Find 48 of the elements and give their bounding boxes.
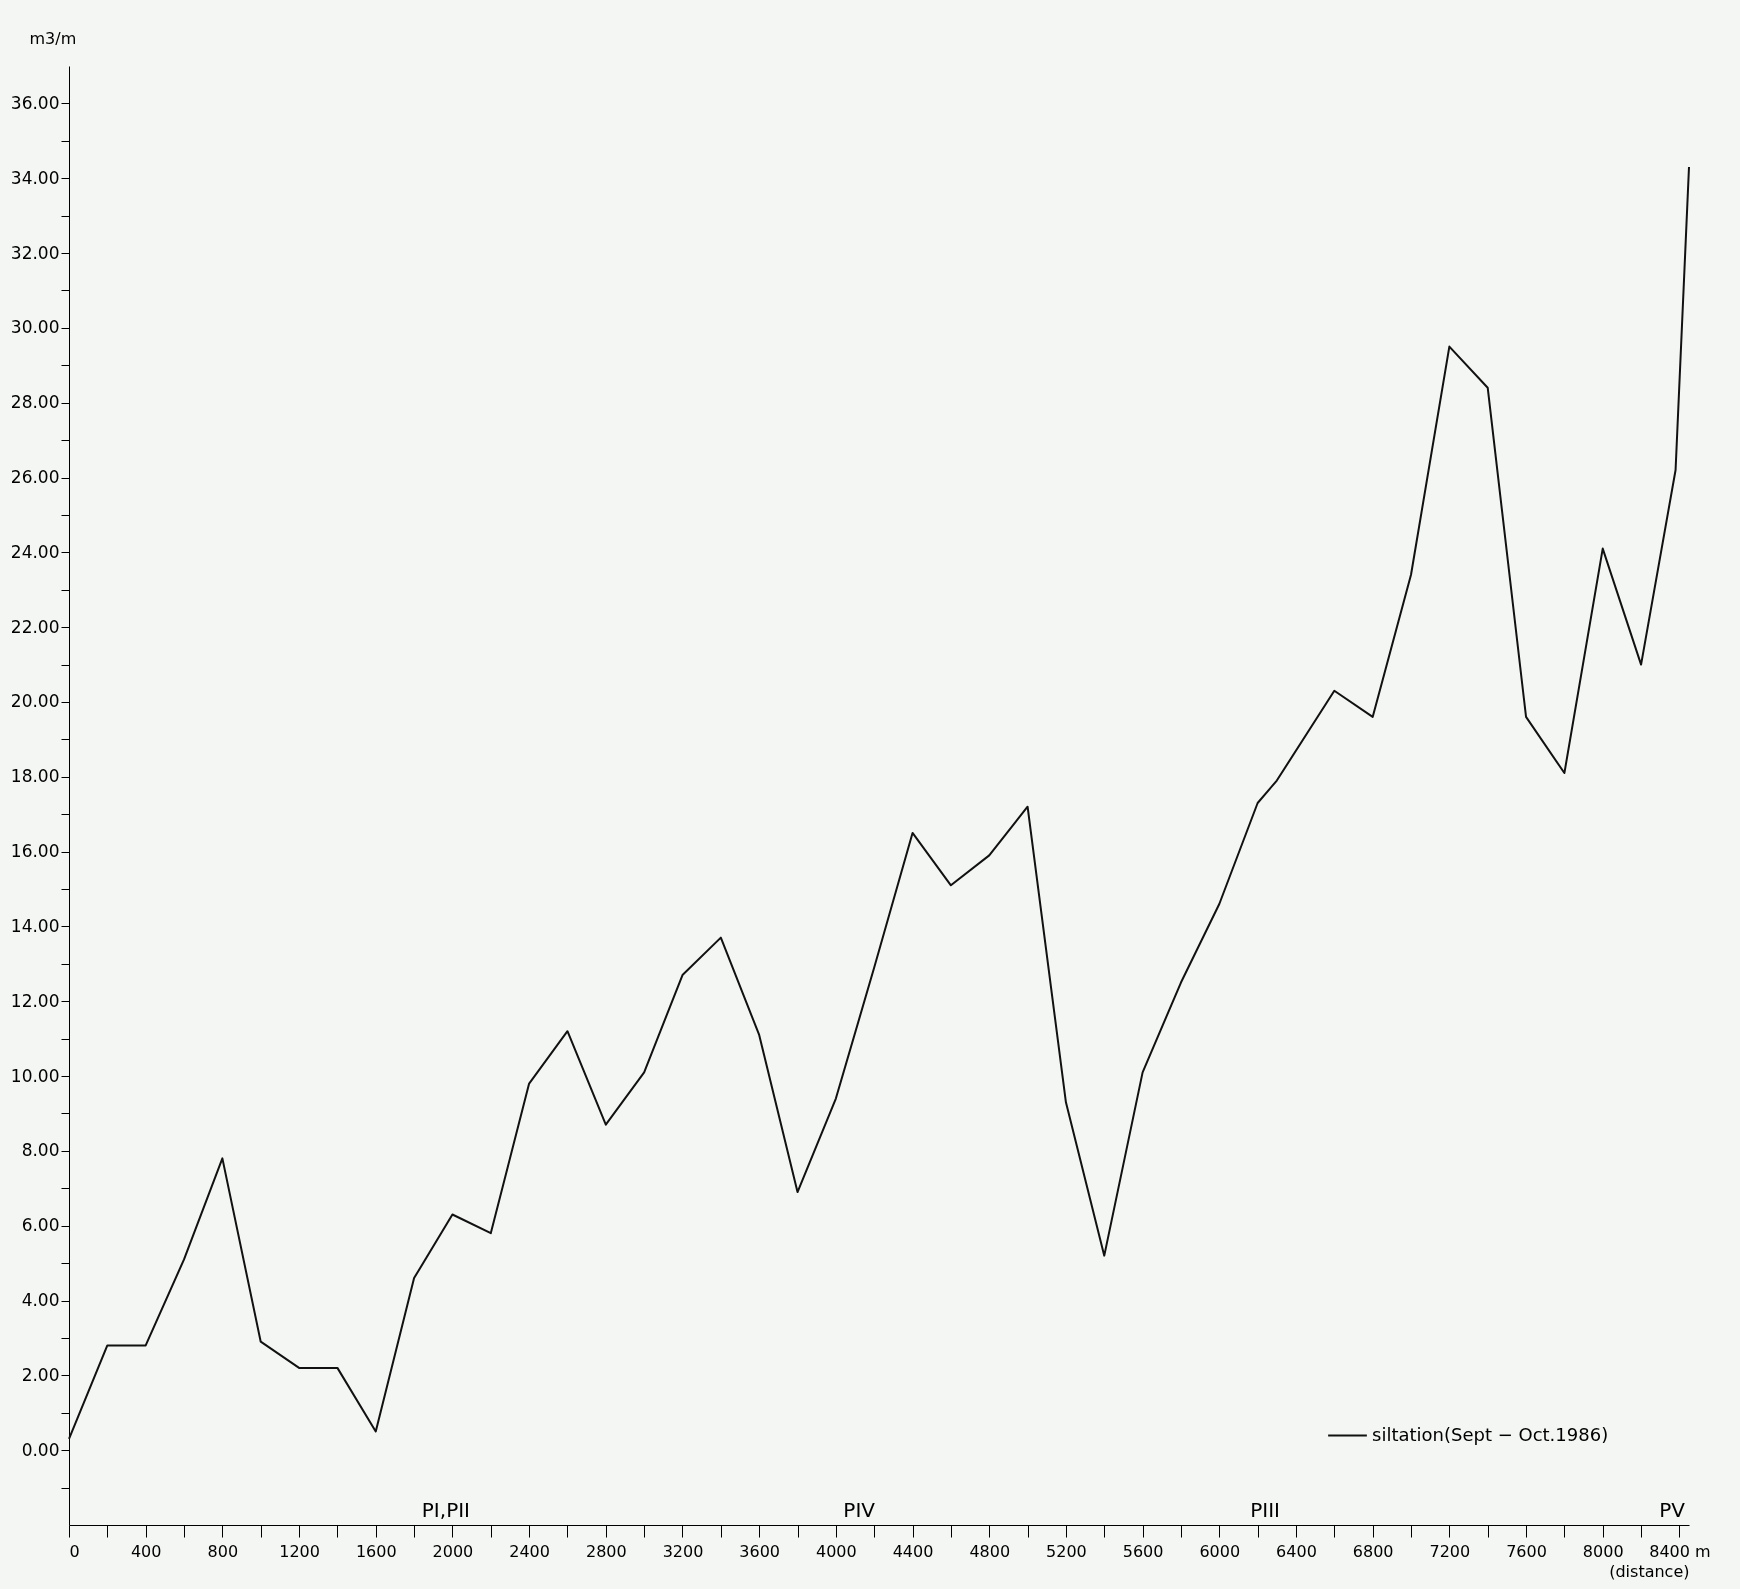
x-tick-label: 4400 xyxy=(892,1541,934,1561)
x-tick-label: 1200 xyxy=(279,1541,320,1561)
x-tick-label: 2000 xyxy=(432,1541,474,1561)
y-tick-label: 14.00 xyxy=(10,915,60,936)
x-tick-label: 2400 xyxy=(509,1541,550,1561)
annotation: PIV xyxy=(843,1498,876,1522)
y-tick-label: 0.00 xyxy=(21,1439,60,1460)
y-tick-label: 34.00 xyxy=(10,167,60,188)
y-tick-label: 16.00 xyxy=(10,841,60,862)
y-tick-label: 32.00 xyxy=(10,242,60,263)
x-tick-label: 5200 xyxy=(1046,1541,1087,1561)
x-tick-label: 8000 xyxy=(1582,1541,1624,1561)
x-axis-title: (distance) xyxy=(1609,1561,1690,1581)
x-tick-label: 7200 xyxy=(1429,1541,1471,1561)
y-tick-label: 10.00 xyxy=(10,1065,60,1086)
annotation: PIII xyxy=(1250,1498,1280,1522)
annotation: PI,PII xyxy=(421,1498,470,1522)
y-tick-label: 8.00 xyxy=(21,1140,60,1161)
x-tick-label: 400 xyxy=(130,1541,162,1561)
y-tick-label: 26.00 xyxy=(10,467,60,488)
y-tick-label: 20.00 xyxy=(10,691,60,712)
x-tick-label: 6400 xyxy=(1276,1541,1317,1561)
y-tick-label: 22.00 xyxy=(10,616,60,637)
x-tick-label: 7600 xyxy=(1506,1541,1547,1561)
y-tick-label: 28.00 xyxy=(10,392,60,413)
x-tick-label: 5600 xyxy=(1122,1541,1164,1561)
annotation: PV xyxy=(1659,1498,1686,1522)
x-tick-label: 8400 m xyxy=(1649,1541,1711,1561)
x-tick-label: 6000 xyxy=(1199,1541,1241,1561)
x-tick-label: 3600 xyxy=(739,1541,781,1561)
x-tick-label: 1600 xyxy=(355,1541,397,1561)
x-tick-label: 4800 xyxy=(969,1541,1011,1561)
x-tick-label: 6800 xyxy=(1352,1541,1394,1561)
y-tick-label: 2.00 xyxy=(21,1364,60,1385)
legend-label: siltation(Sept − Oct.1986) xyxy=(1372,1423,1609,1445)
x-tick-label: 2800 xyxy=(585,1541,627,1561)
y-tick-label: 4.00 xyxy=(21,1290,60,1311)
x-tick-label: 0 xyxy=(69,1541,80,1561)
y-tick-label: 18.00 xyxy=(10,766,60,787)
y-tick-label: 24.00 xyxy=(10,541,60,562)
y-tick-label: 12.00 xyxy=(10,990,60,1011)
y-tick-label: 36.00 xyxy=(10,92,60,113)
x-tick-label: 4000 xyxy=(816,1541,857,1561)
y-axis-title: m3/m xyxy=(29,28,77,48)
y-tick-label: 6.00 xyxy=(21,1215,60,1236)
y-tick-label: 30.00 xyxy=(10,317,60,338)
x-tick-label: 800 xyxy=(207,1541,239,1561)
x-tick-label: 3200 xyxy=(662,1541,704,1561)
